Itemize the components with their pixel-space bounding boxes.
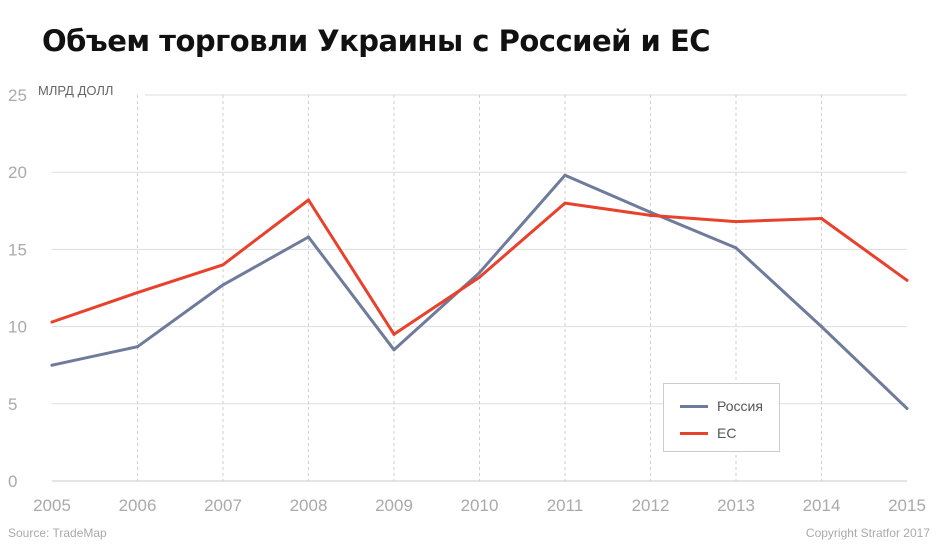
y-tick-label: 10 — [8, 318, 27, 337]
x-tick-label: 2005 — [33, 496, 71, 515]
y-tick-label: 5 — [8, 395, 17, 414]
legend-label-eu: ЕС — [717, 425, 737, 441]
legend-swatch-eu — [680, 431, 708, 435]
x-tick-label: 2006 — [119, 496, 157, 515]
legend: Россия ЕС — [663, 383, 780, 452]
source-note: Source: TradeMap — [8, 526, 107, 540]
data-point — [307, 198, 310, 202]
y-tick-label: 0 — [8, 472, 17, 491]
data-point — [820, 325, 823, 329]
y-tick-label: 20 — [8, 163, 27, 182]
data-point — [820, 217, 823, 221]
data-point — [649, 213, 652, 217]
data-point — [905, 406, 909, 410]
data-point — [221, 263, 225, 267]
data-point — [136, 345, 139, 349]
data-point — [50, 320, 54, 324]
x-tick-label: 2014 — [803, 496, 841, 515]
y-tick-label: 15 — [8, 240, 27, 259]
x-tick-label: 2015 — [888, 496, 926, 515]
copyright-note: Copyright Stratfor 2017 — [805, 526, 930, 540]
data-point — [734, 220, 738, 224]
data-point — [478, 271, 481, 275]
x-tick-label: 2012 — [632, 496, 670, 515]
x-tick-label: 2010 — [461, 496, 499, 515]
data-point — [905, 278, 909, 282]
legend-item-eu: ЕС — [680, 424, 736, 442]
data-point — [50, 363, 54, 367]
data-point — [136, 291, 139, 295]
data-point — [221, 283, 225, 287]
data-point — [734, 246, 738, 250]
y-axis-label: МЛРД ДОЛЛ — [38, 83, 113, 98]
data-point — [478, 275, 481, 279]
data-point — [649, 210, 652, 214]
y-tick-label: 25 — [8, 86, 27, 105]
data-point — [563, 173, 567, 177]
data-point — [563, 201, 567, 205]
chart-title: Объем торговли Украины с Россией и ЕС — [42, 24, 711, 58]
legend-item-russia: Россия — [680, 397, 763, 415]
x-tick-label: 2013 — [717, 496, 755, 515]
legend-label-russia: Россия — [717, 398, 763, 414]
data-point — [392, 348, 396, 352]
legend-swatch-russia — [680, 404, 708, 408]
x-tick-label: 2007 — [204, 496, 242, 515]
data-point — [392, 332, 396, 336]
x-tick-label: 2011 — [547, 496, 584, 515]
x-tick-label: 2009 — [375, 496, 413, 515]
x-tick-label: 2008 — [290, 496, 328, 515]
data-point — [307, 235, 310, 239]
